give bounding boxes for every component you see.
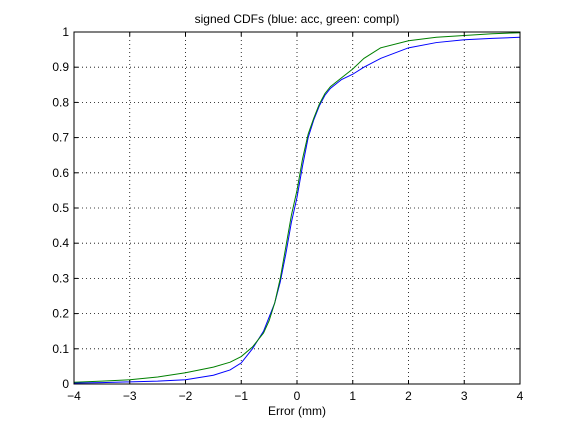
y-tick-label: 0.7 xyxy=(52,131,69,145)
tick-labels-layer: −4 −3 −2 −1 0 1 2 3 4 0 0.1 0.2 0.3 0.4 0.5 0.6 0.7 0.8 0.… xyxy=(52,25,523,403)
y-tick-label: 0.2 xyxy=(52,307,69,321)
x-tick-label: 4 xyxy=(517,389,524,403)
grid-layer xyxy=(74,32,520,384)
y-tick-label: 0.4 xyxy=(52,236,69,250)
x-tick-label: 2 xyxy=(405,389,412,403)
x-tick-label: 1 xyxy=(349,389,356,403)
series-layer xyxy=(73,32,521,384)
x-tick-label: −1 xyxy=(234,389,248,403)
x-tick-label: 0 xyxy=(294,389,301,403)
y-tick-label: 0.8 xyxy=(52,95,69,109)
y-tick-label: 0.1 xyxy=(52,342,69,356)
y-tick-label: 0.9 xyxy=(52,60,69,74)
chart-title: signed CDFs (blue: acc, green: compl) xyxy=(195,12,400,26)
series-line-blue xyxy=(73,36,521,384)
x-tick-label: −3 xyxy=(123,389,137,403)
x-axis-label: Error (mm) xyxy=(268,404,326,418)
y-tick-label: 0.5 xyxy=(52,201,69,215)
series-line-green xyxy=(73,32,521,383)
ticks-layer xyxy=(73,31,521,385)
x-tick-label: 3 xyxy=(461,389,468,403)
y-tick-label: 0 xyxy=(62,377,69,391)
y-tick-label: 0.3 xyxy=(52,271,69,285)
x-tick-label: −2 xyxy=(179,389,193,403)
y-tick-label: 1 xyxy=(62,25,69,39)
y-tick-label: 0.6 xyxy=(52,166,69,180)
x-tick-label: −4 xyxy=(67,389,81,403)
